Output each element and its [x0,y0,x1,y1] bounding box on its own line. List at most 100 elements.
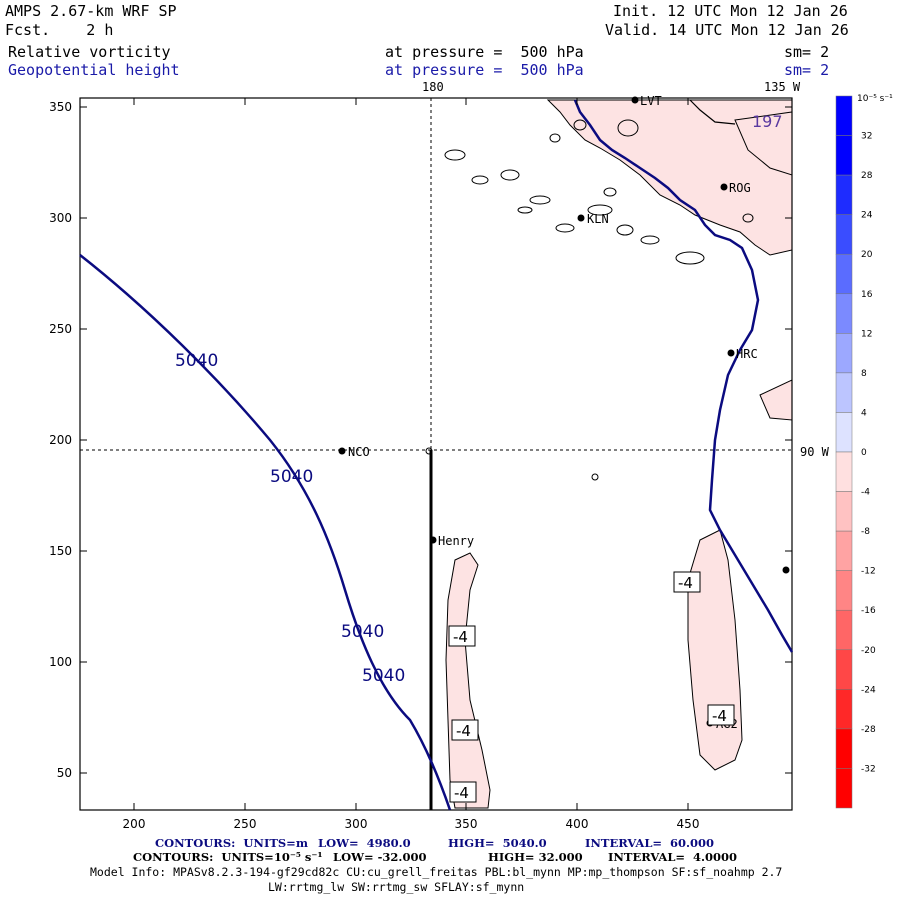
height-contour-coast [573,99,794,653]
x-tick-label: 350 [455,817,478,831]
colorbar-level-label: -32 [861,764,876,774]
vort-label-2: -4 [456,722,471,740]
y-tick-label: 350 [49,100,72,114]
colorbar-box [835,95,853,136]
colorbar-box [835,293,853,334]
map-plot: 200 250 300 350 400 450 35030025020015010050 … [49,80,893,831]
contours2-units: CONTOURS: UNITS=10⁻⁵ s⁻¹ [133,850,323,864]
station-label-nco: NCO [348,445,370,459]
station-dot-hrc [727,349,735,357]
station-dot-henry [429,536,437,544]
station-dot-edge [782,566,790,574]
contours1-high: HIGH= 5040.0 [448,836,547,850]
colorbar-box [835,609,853,651]
colorbar-box [835,253,853,295]
field2-level: at pressure = 500 hPa [385,61,584,79]
colorbar-level-label: -16 [861,606,876,616]
contours1-interval: INTERVAL= 60.000 [585,836,715,850]
x-tick-label: 200 [123,817,146,831]
field1-name: Relative vorticity [8,43,171,61]
contours1-units: CONTOURS: UNITS=m [155,836,308,850]
meridian-label-90w: 90 W [800,445,830,459]
y-tick-label: 150 [49,544,72,558]
station-label-henry: Henry [438,534,474,548]
height-label-4: 5040 [362,666,405,686]
height-label-1: 5040 [175,351,218,371]
colorbar-level-label: 12 [861,329,872,339]
field2-name: Geopotential height [8,61,180,79]
model-title: AMPS 2.67-km WRF SP [5,2,177,20]
colorbar-level-label: -28 [861,725,876,735]
colorbar-box [835,333,853,374]
colorbar-level-label: 20 [861,250,873,260]
plot-frame [79,97,793,811]
colorbar-level-label: -4 [861,488,870,498]
station-dot-nco [338,447,346,455]
y-tick-label: 300 [49,211,72,225]
meridian-label-135w: 135 W [764,80,801,94]
colorbar-level-label: -8 [861,527,870,537]
field1-smoothing: sm= 2 [784,43,830,61]
colorbar-level-label: 24 [861,211,873,221]
meridian-label-180: 180 [422,80,444,94]
height-label-2: 5040 [270,467,313,487]
plot-area [80,98,792,810]
y-tick-label: 50 [57,766,72,780]
colorbar-box [835,135,853,176]
init-time: Init. 12 UTC Mon 12 Jan 26 [613,2,848,20]
colorbar-box [835,451,853,492]
x-tick-label: 300 [345,817,368,831]
contours2-high: HIGH= 32.000 [488,850,583,864]
model-info-2: LW:rrtmg_lw SW:rrtmg_sw SFLAY:sf_mynn [268,880,525,894]
valid-time: Valid. 14 UTC Mon 12 Jan 26 [605,21,849,39]
colorbar-level-label: -20 [861,646,876,656]
contours2-interval: INTERVAL= 4.0000 [608,850,738,864]
station-label-hrc: HRC [736,347,758,361]
y-axis-ticks: 350 300 250 200 150 100 50 [49,100,792,780]
colorbar-level-label: -12 [861,567,876,577]
contours1-low: LOW= 4980.0 [318,836,411,850]
station-dot-lvt [631,96,639,104]
x-axis-ticks: 200 250 300 350 400 450 [123,98,700,831]
vort-label-4: -4 [678,574,693,592]
colorbar-box [835,530,853,571]
colorbar-level-label: 0 [861,448,867,458]
colorbar-level-label: 32 [861,132,872,142]
colorbar-box [835,768,853,809]
station-dot-rog [720,183,728,191]
forecast-hour: Fcst. 2 h [5,21,114,39]
x-tick-label: 450 [677,817,700,831]
y-tick-label: 200 [49,433,72,447]
colorbar-box [835,372,853,413]
colorbar: 32 28 24 20 16 12 8 4 0 -4 -8 -12 -16 -20 -24 -28 -32 [835,95,876,809]
y-tick-label: 250 [49,322,72,336]
station-label-rog: ROG [729,181,751,195]
colorbar-level-label: 28 [861,171,873,181]
x-tick-label: 250 [234,817,257,831]
colorbar-units: 10⁻⁵ s⁻¹ [857,94,893,104]
vort-label-3: -4 [454,784,469,802]
colorbar-box [835,412,853,453]
coastline-topright [689,99,736,125]
vorticity-shading [445,99,793,809]
colorbar-box [835,689,853,730]
vort-label-1: -4 [453,628,468,646]
vort-label-5: -4 [712,707,727,725]
colorbar-box [835,728,853,769]
model-info: Model Info: MPASv8.2.3-194-gf29cd82c CU:… [90,865,783,879]
colorbar-box [835,649,853,690]
station-label-lvt: LVT [640,94,662,108]
colorbar-box [835,174,853,215]
height-contour-5040 [79,254,452,811]
field1-level: at pressure = 500 hPa [385,43,584,61]
colorbar-level-label: -24 [861,685,876,695]
y-tick-label: 100 [49,655,72,669]
colorbar-level-label: 4 [861,408,867,418]
vorticity-blobs [444,119,754,481]
colorbar-level-label: 8 [861,369,867,379]
colorbar-level-label: 16 [861,290,873,300]
station-dot-kln [577,214,585,222]
field2-smoothing: sm= 2 [784,61,830,79]
colorbar-box [835,491,853,532]
height-label-3: 5040 [341,622,384,642]
